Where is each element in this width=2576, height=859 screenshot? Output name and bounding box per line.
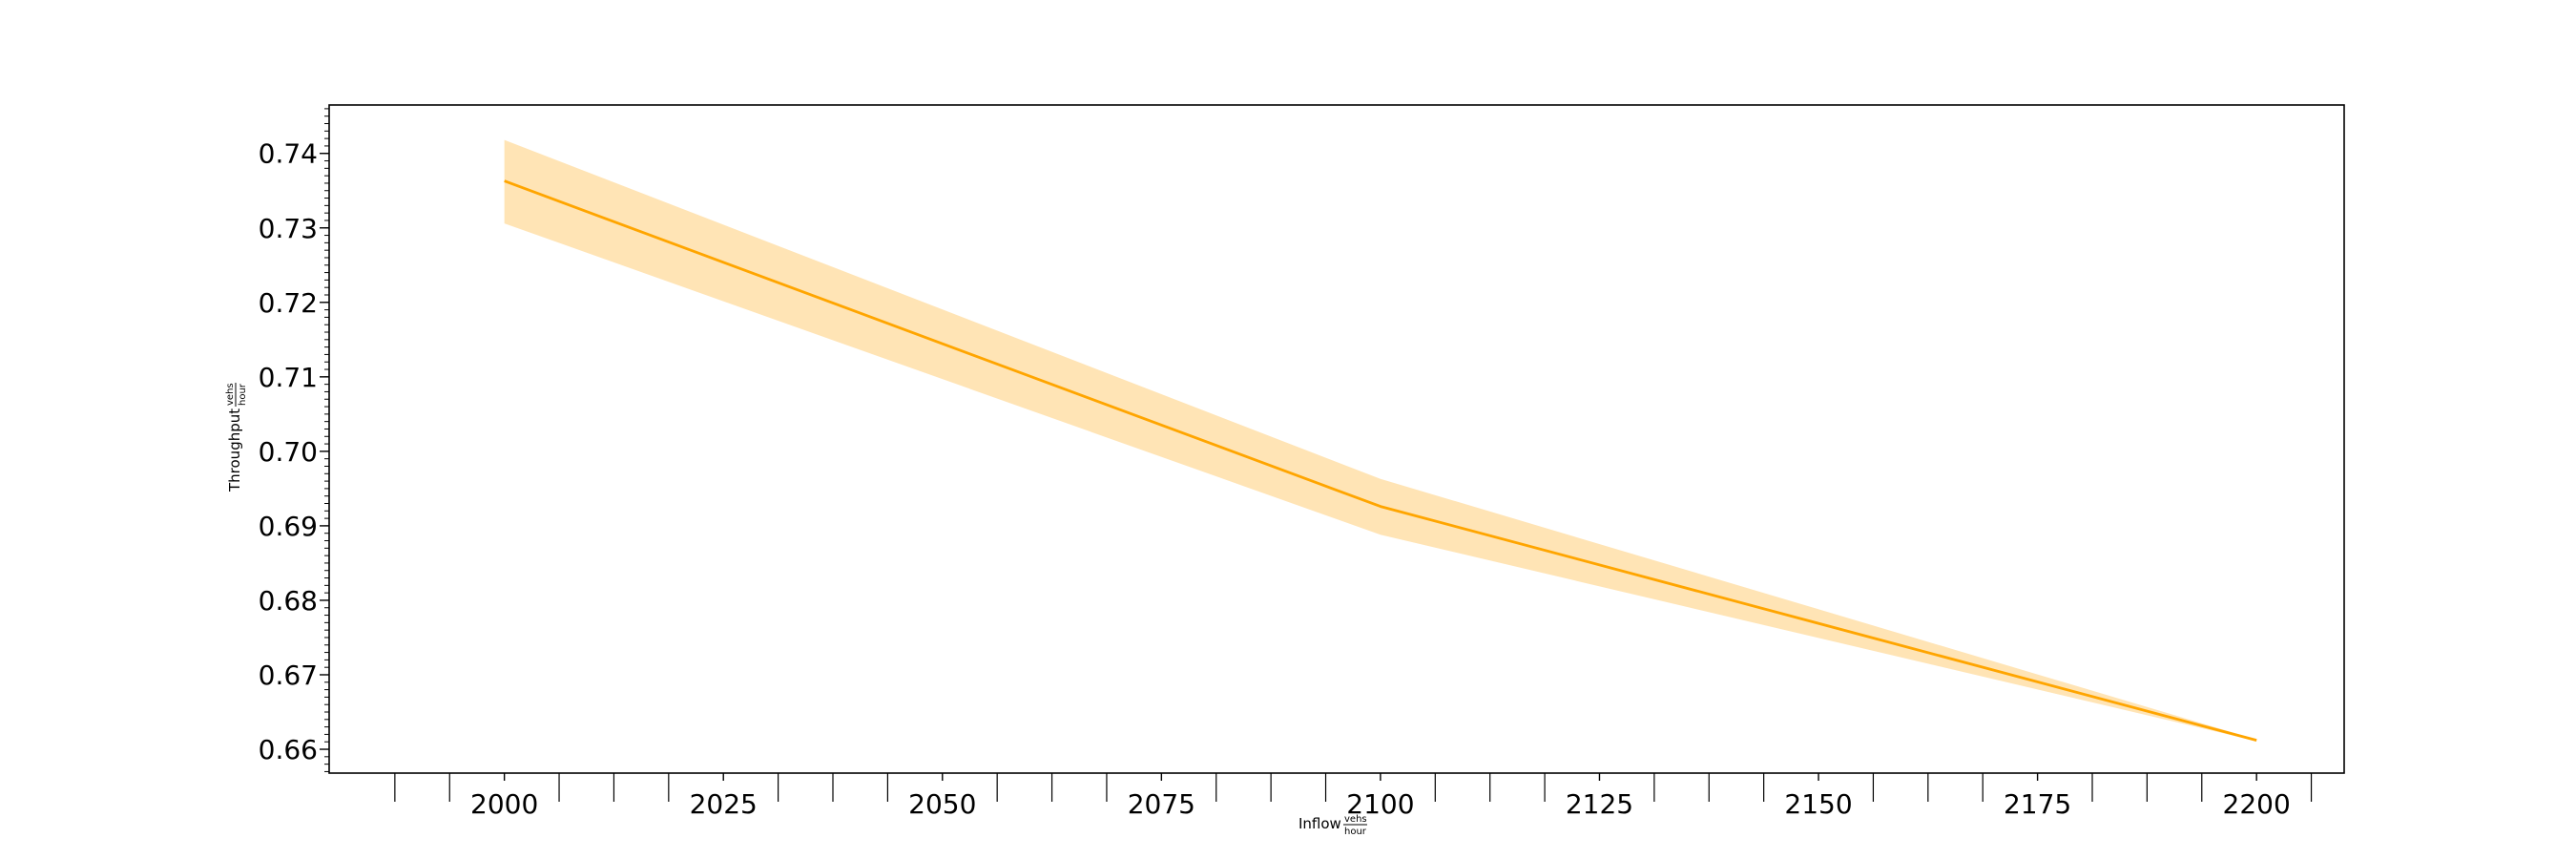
x-tick-label: 2125 — [1566, 788, 1633, 820]
series-line-layer — [504, 179, 2257, 743]
y-axis-unit-numerator: vehs — [225, 383, 236, 406]
x-tick-label: 2100 — [1346, 788, 1414, 820]
y-tick-label: 0.66 — [259, 734, 318, 765]
y-axis-label: Throughput vehs hour — [225, 383, 248, 492]
x-axis-label-text: Inflow — [1298, 815, 1341, 832]
y-tick-label: 0.69 — [259, 511, 318, 542]
y-tick-label: 0.72 — [259, 287, 318, 319]
y-tick-label: 0.70 — [259, 436, 318, 468]
y-axis-label-text: Throughput — [226, 409, 243, 492]
x-tick-label: 2175 — [2004, 788, 2071, 820]
x-tick-label: 2075 — [1128, 788, 1195, 820]
y-tick-label: 0.73 — [259, 213, 318, 244]
y-tick-label: 0.68 — [259, 585, 318, 617]
x-axis-unit-numerator: vehs — [1344, 814, 1367, 825]
x-tick-label: 2025 — [690, 788, 758, 820]
y-tick-label: 0.67 — [259, 660, 318, 691]
y-axis-ticks: 0.66 0.67 0.68 0.69 0.70 0.71 0.72 0.73 0.74 — [259, 108, 329, 772]
x-axis-unit-denominator: hour — [1344, 827, 1367, 837]
x-axis-ticks: 2000 2025 2050 2075 2100 2125 2150 2175 2200 — [394, 773, 2313, 820]
plot-frame — [328, 104, 2345, 774]
series-line-0 — [504, 179, 2257, 743]
y-axis-unit-denominator: hour — [238, 383, 248, 406]
x-tick-label: 2000 — [470, 788, 538, 820]
y-tick-label: 0.74 — [259, 138, 318, 170]
x-tick-label: 2050 — [908, 788, 976, 820]
x-axis-label: Inflow vehs hour — [1298, 814, 1367, 837]
y-tick-label: 0.71 — [259, 362, 318, 393]
x-tick-label: 2200 — [2223, 788, 2291, 820]
x-tick-label: 2150 — [1784, 788, 1852, 820]
